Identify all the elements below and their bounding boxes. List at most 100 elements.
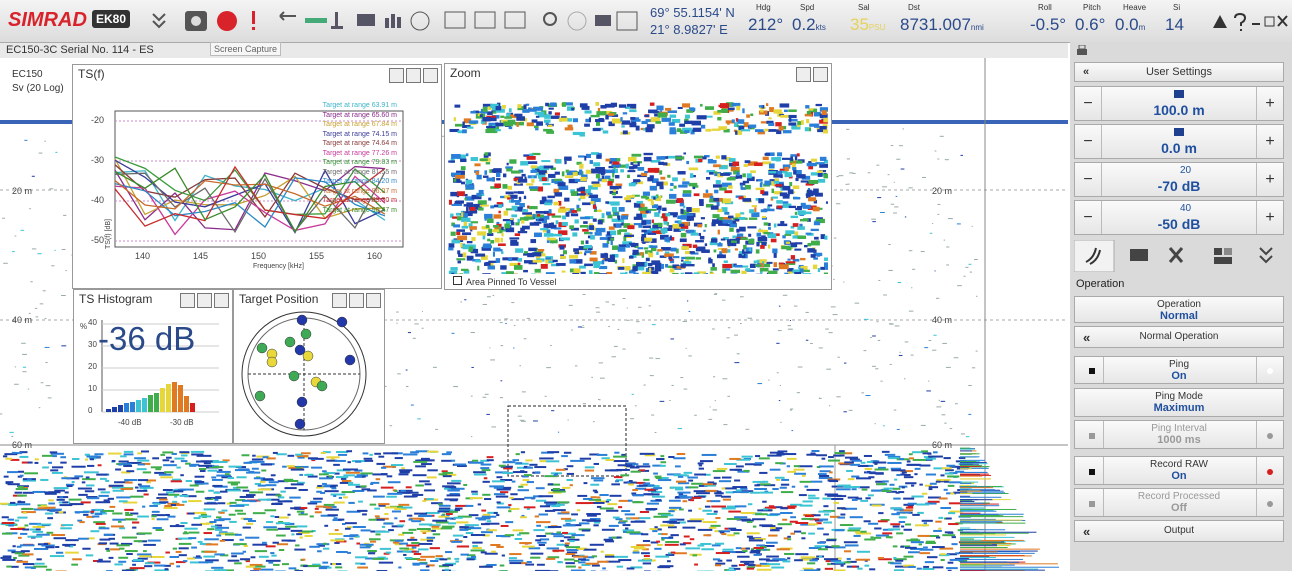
seabed-speckle [750, 548, 755, 551]
plus-button[interactable]: + [1256, 163, 1283, 196]
panel-buttons[interactable] [796, 67, 828, 82]
operation-button[interactable]: Record RAW On [1074, 456, 1284, 485]
tool-button[interactable] [332, 293, 347, 308]
dock-button[interactable] [197, 293, 212, 308]
operation-button[interactable]: «Normal Operation [1074, 326, 1284, 348]
plus-button[interactable]: + [1256, 125, 1283, 158]
tab-icon[interactable] [1130, 249, 1148, 261]
seabed-speckle [533, 495, 543, 498]
pinned-option[interactable]: Area Pinned To Vessel [453, 276, 556, 287]
seabed-speckle [359, 543, 374, 546]
range-control[interactable]: − +0.0 m [1074, 124, 1284, 159]
seabed-speckle [688, 479, 694, 482]
close-button[interactable] [813, 67, 828, 82]
tab-icon[interactable] [1085, 247, 1101, 265]
zoom-speckle [772, 268, 779, 271]
seabed-speckle [801, 532, 806, 535]
minus-button[interactable]: − [1075, 87, 1102, 120]
dock-button[interactable] [349, 293, 364, 308]
side-icon[interactable] [1256, 457, 1283, 484]
panel-buttons[interactable] [389, 68, 438, 83]
seabed-speckle [449, 517, 456, 520]
echo-bar [960, 543, 1012, 545]
collapse-icon[interactable]: « [1083, 66, 1090, 78]
zoom-speckle [526, 122, 534, 127]
zoom-speckle [643, 247, 649, 250]
print-icon[interactable] [1076, 45, 1088, 57]
close-button[interactable] [423, 68, 438, 83]
help-icon[interactable] [1234, 12, 1247, 31]
seabed-speckle [642, 539, 651, 542]
seabed-speckle [19, 474, 24, 477]
minus-button[interactable]: − [1075, 201, 1102, 234]
tool-button[interactable] [389, 68, 404, 83]
operation-button[interactable]: Record Processed Off [1074, 488, 1284, 517]
seabed-speckle [904, 546, 917, 549]
seabed-speckle [378, 503, 390, 506]
seabed-speckle [683, 471, 693, 474]
window-controls[interactable] [1210, 12, 1290, 32]
seabed-speckle [16, 560, 29, 563]
zoom-selection[interactable] [507, 405, 627, 477]
side-icon[interactable] [1083, 421, 1104, 448]
dock-button[interactable] [406, 68, 421, 83]
alert-icon[interactable] [1213, 15, 1227, 28]
speckle [932, 349, 937, 351]
range-control[interactable]: − +40 -50 dB [1074, 200, 1284, 235]
close[interactable] [1277, 15, 1288, 27]
minimize[interactable] [1252, 23, 1260, 25]
tab-icon[interactable] [1168, 247, 1184, 263]
side-icon[interactable] [1256, 357, 1283, 383]
seabed-speckle [284, 487, 297, 490]
zoom-speckle [520, 227, 525, 232]
range-control[interactable]: − +100.0 m [1074, 86, 1284, 121]
side-icon[interactable] [1256, 421, 1283, 448]
plus-button[interactable]: + [1256, 87, 1283, 120]
side-icon[interactable] [1083, 489, 1104, 516]
range-control[interactable]: − +20 -70 dB [1074, 162, 1284, 197]
seabed-speckle [214, 498, 219, 501]
collapse-icon[interactable]: « [1083, 524, 1091, 539]
zoom-speckle [776, 129, 782, 135]
operation-button[interactable]: Ping On [1074, 356, 1284, 384]
side-icon[interactable] [1083, 357, 1104, 383]
seabed-speckle [653, 515, 668, 518]
restore[interactable] [1264, 16, 1275, 27]
seabed-speckle [120, 488, 133, 491]
seabed-speckle [140, 450, 150, 453]
zoom-speckle [823, 262, 828, 268]
seabed-speckle [221, 476, 233, 479]
minus-button[interactable]: − [1075, 163, 1102, 196]
tab-bar[interactable] [1074, 240, 1286, 272]
collapse-icon[interactable]: « [1083, 330, 1091, 345]
plus-button[interactable]: + [1256, 201, 1283, 234]
side-icon[interactable] [1256, 489, 1283, 516]
echo-bar [960, 461, 987, 463]
tool-button[interactable] [180, 293, 195, 308]
seabed-speckle [643, 478, 650, 481]
dock-button[interactable] [796, 67, 811, 82]
operation-button[interactable]: Operation Normal [1074, 296, 1284, 323]
checkbox[interactable] [453, 276, 462, 285]
minus-button[interactable]: − [1075, 125, 1102, 158]
seabed-speckle [17, 470, 25, 473]
operation-button[interactable]: «Output [1074, 520, 1284, 542]
panel-buttons[interactable] [332, 293, 381, 308]
speckle [582, 403, 586, 405]
seabed-speckle [916, 567, 922, 570]
panel-buttons[interactable] [180, 293, 229, 308]
legend-entry: Target at range 74.64 m [322, 140, 397, 147]
user-settings-button[interactable]: «User Settings [1074, 62, 1284, 82]
side-icon[interactable] [1083, 457, 1104, 484]
seabed-speckle [191, 453, 204, 456]
seabed-speckle [159, 501, 169, 504]
tab-icon[interactable] [1259, 247, 1273, 264]
close-button[interactable] [214, 293, 229, 308]
operation-button[interactable]: Ping Interval 1000 ms [1074, 420, 1284, 449]
speckle [882, 425, 885, 427]
seabed-speckle [449, 499, 458, 502]
seabed-speckle [787, 535, 791, 538]
operation-button[interactable]: Ping Mode Maximum [1074, 388, 1284, 417]
seabed-speckle [40, 478, 49, 481]
close-button[interactable] [366, 293, 381, 308]
